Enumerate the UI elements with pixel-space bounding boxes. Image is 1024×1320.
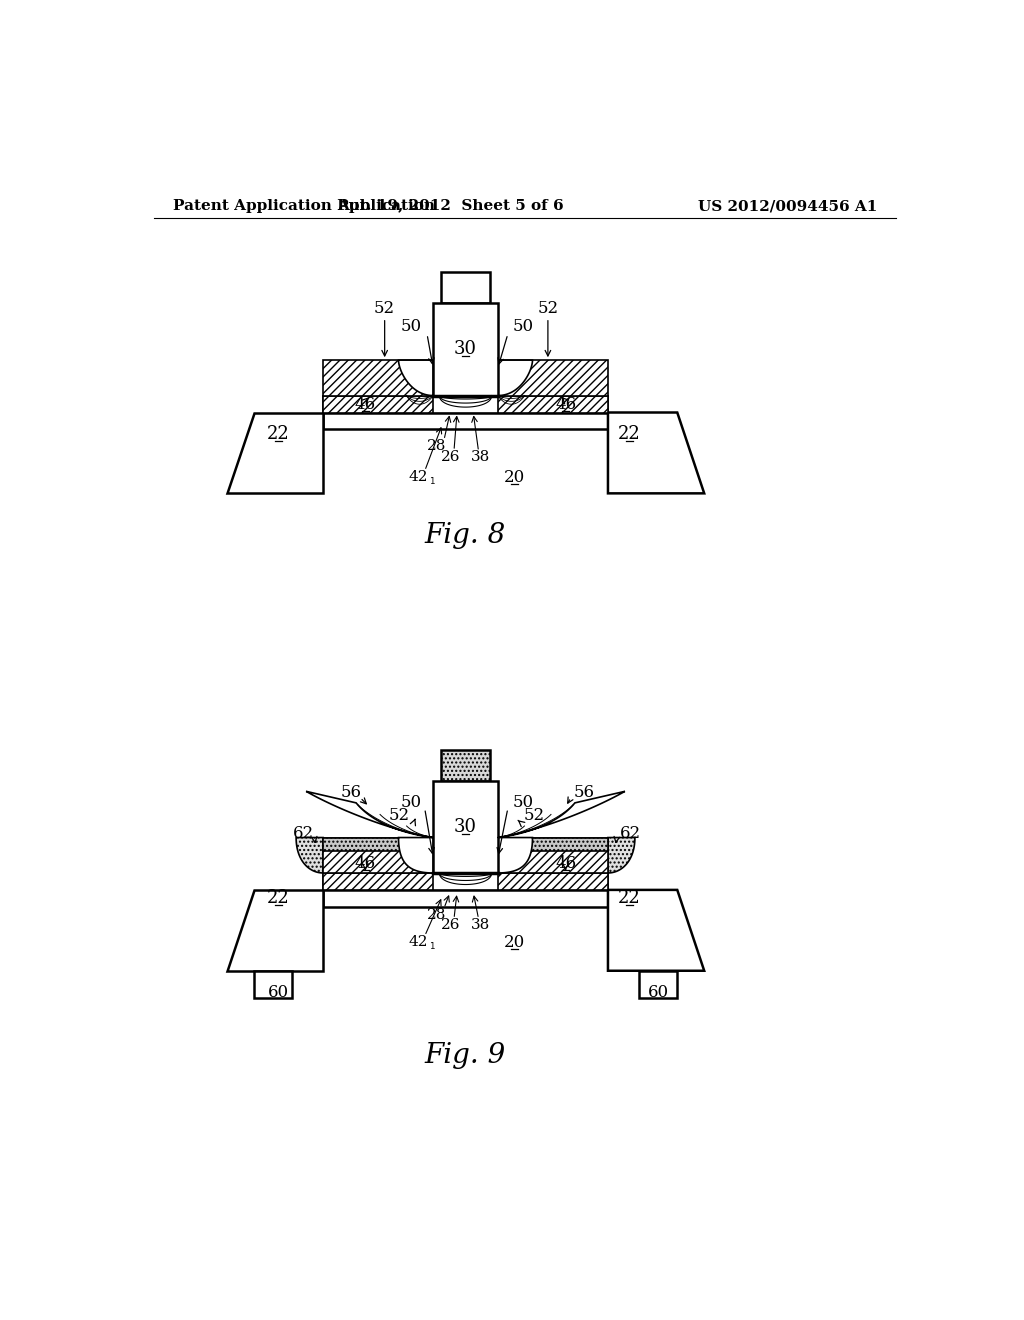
Polygon shape	[498, 360, 532, 396]
Bar	[498, 873, 608, 890]
Polygon shape	[306, 792, 433, 837]
Text: 60: 60	[268, 983, 289, 1001]
Text: Patent Application Publication: Patent Application Publication	[173, 199, 435, 213]
Text: Apr. 19, 2012  Sheet 5 of 6: Apr. 19, 2012 Sheet 5 of 6	[337, 199, 563, 213]
Text: 50: 50	[512, 793, 534, 810]
Text: 42: 42	[408, 470, 428, 484]
Bar	[498, 837, 608, 851]
Text: $_1$: $_1$	[429, 474, 436, 487]
Polygon shape	[608, 837, 635, 873]
Polygon shape	[398, 837, 433, 873]
Bar	[323, 412, 608, 429]
Bar	[498, 360, 608, 396]
Text: 52: 52	[538, 300, 558, 317]
Bar	[323, 873, 608, 890]
Text: 22: 22	[267, 425, 290, 444]
Text: $_1$: $_1$	[429, 939, 436, 952]
Text: 38: 38	[471, 450, 490, 465]
Text: 26: 26	[441, 450, 461, 465]
Text: 30: 30	[454, 341, 477, 358]
Polygon shape	[608, 890, 705, 970]
Bar	[433, 304, 498, 396]
Bar	[323, 890, 608, 907]
Bar	[323, 837, 433, 851]
Polygon shape	[498, 837, 532, 873]
Text: 46: 46	[355, 396, 376, 413]
Bar	[323, 873, 433, 890]
Text: Fig. 8: Fig. 8	[425, 523, 506, 549]
Bar	[323, 360, 433, 396]
Bar	[498, 396, 608, 412]
Text: 52: 52	[374, 300, 395, 317]
Polygon shape	[296, 837, 323, 873]
Text: 22: 22	[618, 425, 641, 444]
Text: 46: 46	[555, 855, 577, 873]
Text: 46: 46	[555, 396, 577, 413]
Text: 22: 22	[267, 890, 290, 907]
Polygon shape	[226, 412, 323, 494]
Text: 22: 22	[618, 890, 641, 907]
Text: 20: 20	[504, 469, 524, 486]
Polygon shape	[608, 412, 705, 494]
Text: 28: 28	[427, 440, 446, 453]
Text: 30: 30	[454, 818, 477, 836]
Text: 50: 50	[400, 793, 422, 810]
Text: 26: 26	[441, 919, 461, 932]
Text: 60: 60	[647, 983, 669, 1001]
Bar	[433, 780, 498, 873]
Text: 62: 62	[293, 825, 313, 842]
Text: 38: 38	[471, 919, 490, 932]
Text: 20: 20	[504, 933, 524, 950]
Polygon shape	[398, 360, 433, 396]
Text: 50: 50	[400, 318, 422, 335]
Text: 52: 52	[524, 808, 545, 825]
Bar	[441, 272, 490, 304]
Text: 56: 56	[573, 784, 594, 801]
Bar	[323, 396, 608, 412]
Text: US 2012/0094456 A1: US 2012/0094456 A1	[698, 199, 878, 213]
Bar	[498, 837, 608, 873]
Polygon shape	[226, 890, 323, 970]
Text: Fig. 9: Fig. 9	[425, 1041, 506, 1069]
Bar	[639, 970, 677, 998]
Text: 42: 42	[408, 936, 428, 949]
Text: 28: 28	[427, 908, 446, 921]
Text: 52: 52	[389, 808, 410, 825]
Bar	[254, 970, 292, 998]
Text: 56: 56	[341, 784, 361, 801]
Text: 50: 50	[512, 318, 534, 335]
Text: 46: 46	[355, 855, 376, 873]
Bar	[323, 837, 433, 873]
Bar	[441, 750, 490, 780]
Bar	[323, 396, 433, 412]
Polygon shape	[498, 792, 625, 837]
Text: 62: 62	[621, 825, 641, 842]
